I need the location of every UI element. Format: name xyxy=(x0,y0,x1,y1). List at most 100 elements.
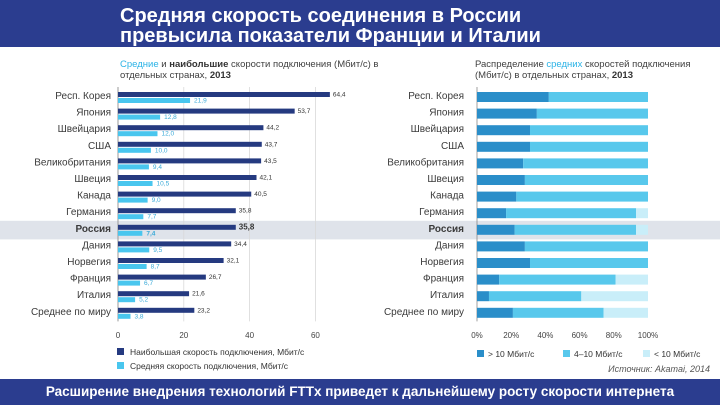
page-title-line1: Средняя скорость соединения в России xyxy=(120,5,522,27)
avg-speed-bar xyxy=(118,164,149,170)
left-category-label: Великобритания xyxy=(34,156,111,168)
right-category-label: Норвегия xyxy=(420,257,464,268)
avg-speed-value-label: 10,0 xyxy=(155,147,168,154)
dist-segment-mid xyxy=(548,92,648,102)
avg-speed-value-label: 9,5 xyxy=(153,247,162,254)
right-category-label: Швейцария xyxy=(411,124,464,135)
left-chart-subtitle: Средние и наибольшие скорости подключени… xyxy=(120,59,380,81)
avg-speed-bar xyxy=(118,280,141,286)
avg-speed-bar xyxy=(118,131,158,137)
max-speed-value-label: 43,7 xyxy=(265,141,278,148)
legend-swatch-avg xyxy=(117,362,124,369)
legend-swatch-max xyxy=(117,348,124,355)
avg-speed-value-label: 21,9 xyxy=(194,98,207,105)
avg-speed-value-label: 9,0 xyxy=(152,197,161,204)
left-category-label: Франция xyxy=(70,274,111,285)
avg-speed-value-label: 5,2 xyxy=(139,297,148,304)
dist-segment-low xyxy=(636,208,648,219)
avg-speed-bar xyxy=(118,247,150,253)
right-category-label: Великобритания xyxy=(387,156,464,168)
avg-speed-bar xyxy=(118,264,147,269)
right-category-label: Швеция xyxy=(427,174,464,185)
avg-speed-bar xyxy=(118,230,143,236)
right-x-tick-label: 80% xyxy=(606,331,622,340)
legend-swatch-low xyxy=(643,350,650,357)
source-note: Источник: Akamai, 2014 xyxy=(608,364,710,374)
max-speed-value-label: 42,1 xyxy=(260,175,273,182)
dist-segment-high xyxy=(477,224,515,235)
right-category-label: Франция xyxy=(423,274,464,285)
dist-segment-high xyxy=(477,291,489,302)
right-category-label: Италия xyxy=(430,290,464,301)
avg-speed-value-label: 12,8 xyxy=(164,114,177,121)
left-category-label: США xyxy=(88,141,111,152)
max-speed-value-label: 35,8 xyxy=(239,222,255,231)
right-category-label: Дания xyxy=(435,240,464,251)
max-speed-value-label: 64,4 xyxy=(333,92,346,99)
dist-segment-mid xyxy=(506,208,637,219)
avg-speed-value-label: 12,0 xyxy=(161,131,174,138)
avg-speed-bar xyxy=(118,147,151,153)
avg-speed-value-label: 8,7 xyxy=(151,264,160,271)
avg-speed-bar xyxy=(118,297,136,303)
avg-speed-value-label: 6,7 xyxy=(144,280,153,287)
left-category-label: Швейцария xyxy=(58,124,111,135)
max-speed-bar xyxy=(118,208,236,214)
dist-segment-low xyxy=(615,274,648,285)
dist-segment-high xyxy=(477,191,517,202)
subtitle-year: 2013 xyxy=(209,69,231,81)
right-x-tick-label: 20% xyxy=(503,331,519,340)
left-category-label: Среднее по миру xyxy=(31,307,111,318)
right-category-label: Среднее по миру xyxy=(384,307,464,318)
dist-segment-mid xyxy=(516,191,648,202)
max-speed-bar xyxy=(118,224,236,230)
legend-swatch-high xyxy=(477,350,484,357)
left-category-label: Россия xyxy=(75,224,111,235)
avg-speed-bar xyxy=(118,197,148,203)
dist-segment-mid xyxy=(488,291,582,302)
avg-speed-value-label: 7,7 xyxy=(147,214,156,221)
left-category-label: Германия xyxy=(66,207,111,218)
dist-segment-mid xyxy=(523,158,648,169)
left-category-label: Швеция xyxy=(74,174,111,185)
header-banner: Средняя скорость соединения в России пре… xyxy=(0,0,720,47)
dist-segment-high xyxy=(477,125,531,136)
avg-speed-bar xyxy=(118,214,144,220)
dist-segment-mid xyxy=(524,241,648,252)
max-speed-bar xyxy=(118,108,295,114)
page-title-line2: превысила показатели Франции и Италии xyxy=(120,25,541,47)
subtitle-highlight-max: наибольшие xyxy=(169,59,229,70)
max-speed-value-label: 34,4 xyxy=(234,241,247,248)
right-category-label: Канада xyxy=(430,191,464,202)
subtitle-highlight-avg: Средние xyxy=(120,59,159,70)
subtitle-text: и xyxy=(158,59,170,70)
max-speed-bar xyxy=(118,141,262,147)
left-x-tick-label: 0 xyxy=(116,331,121,340)
avg-speed-value-label: 7,4 xyxy=(146,230,155,237)
max-speed-value-label: 32,1 xyxy=(227,258,240,265)
left-x-tick-label: 60 xyxy=(311,331,320,340)
max-speed-bar xyxy=(118,307,195,313)
max-speed-value-label: 35,8 xyxy=(239,208,252,215)
right-category-label: Респ. Корея xyxy=(408,91,464,102)
max-speed-bar xyxy=(118,125,264,131)
dist-segment-mid xyxy=(514,224,637,235)
dist-segment-high xyxy=(477,92,549,102)
max-speed-bar xyxy=(118,241,232,247)
dist-segment-high xyxy=(477,175,525,185)
footer-banner: Расширение внедрения технологий FTTx при… xyxy=(0,379,720,405)
max-speed-value-label: 26,7 xyxy=(209,274,222,281)
right-x-tick-label: 0% xyxy=(471,331,483,340)
left-category-label: Италия xyxy=(77,290,111,301)
right-category-label: Япония xyxy=(429,108,464,119)
left-category-label: Норвегия xyxy=(67,257,111,268)
legend-label-max: Наибольшая скорость подключения, Мбит/с xyxy=(130,347,305,357)
left-x-tick-label: 20 xyxy=(179,331,188,340)
subtitle-highlight-avg: средних xyxy=(546,59,583,70)
subtitle-text: скоростей подключения (Мбит/с) в отдельн… xyxy=(475,59,691,81)
dist-segment-mid xyxy=(524,175,648,185)
left-category-label: Канада xyxy=(77,191,111,202)
right-category-label: Германия xyxy=(419,207,464,218)
dist-segment-low xyxy=(636,224,648,235)
